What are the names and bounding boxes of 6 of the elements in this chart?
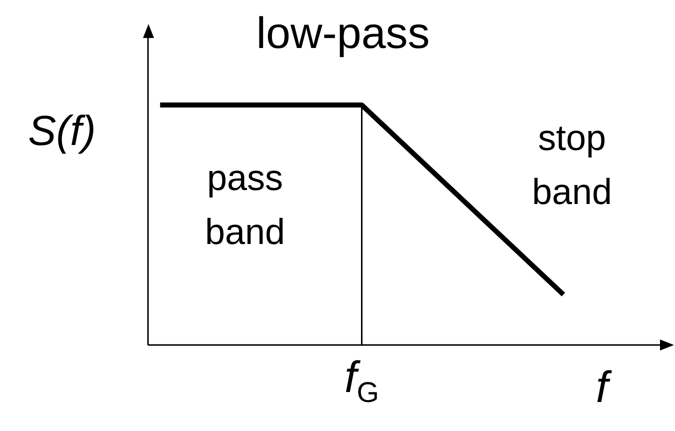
chart-title: low-pass: [256, 9, 430, 58]
text: f$_{G}$: [344, 352, 379, 411]
annotation: stop band: [532, 117, 612, 212]
annotation: pass band: [204, 157, 286, 252]
x-axis-title: f: [596, 363, 613, 412]
y-axis-title: S(f): [28, 107, 96, 154]
